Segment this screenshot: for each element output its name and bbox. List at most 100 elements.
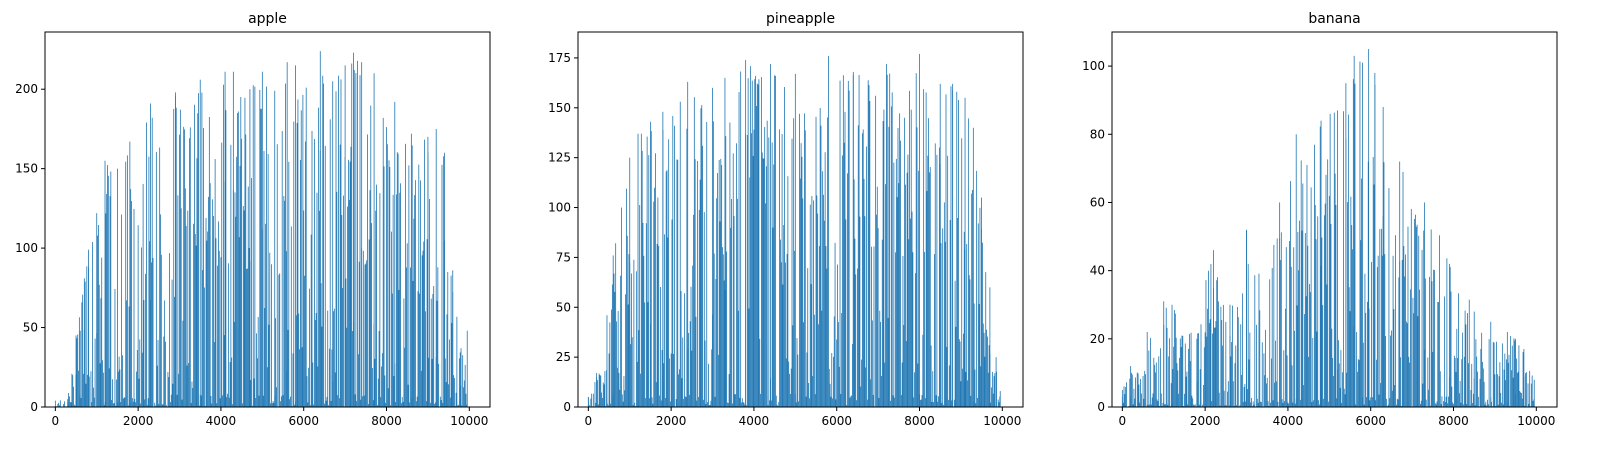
bar bbox=[642, 222, 644, 407]
bar bbox=[146, 122, 147, 407]
bar-peak bbox=[999, 391, 1001, 407]
bar bbox=[1525, 373, 1526, 407]
bar bbox=[1230, 356, 1232, 407]
bar bbox=[680, 291, 682, 407]
bar bbox=[834, 242, 836, 407]
bar bbox=[1518, 345, 1520, 407]
bar-peak bbox=[587, 397, 589, 407]
bar bbox=[652, 403, 654, 407]
bar bbox=[826, 268, 828, 407]
bar bbox=[900, 395, 902, 407]
bar bbox=[403, 298, 405, 407]
bar bbox=[946, 346, 948, 407]
bar bbox=[132, 401, 134, 407]
bar bbox=[1511, 345, 1513, 407]
bar-peak bbox=[604, 371, 606, 407]
bar bbox=[114, 288, 116, 407]
bar bbox=[343, 195, 344, 407]
bar bbox=[1467, 313, 1468, 407]
bar bbox=[141, 352, 143, 407]
bar bbox=[285, 251, 287, 407]
y-tick-label: 0 bbox=[563, 400, 571, 414]
bar bbox=[443, 156, 445, 407]
x-tick-label: 6000 bbox=[288, 414, 319, 428]
bar-peak bbox=[712, 87, 713, 407]
bar bbox=[802, 198, 804, 407]
bar bbox=[957, 218, 958, 407]
bar bbox=[837, 322, 839, 407]
bar-peak bbox=[1213, 250, 1214, 407]
bar bbox=[1479, 378, 1481, 407]
bar bbox=[1283, 350, 1285, 407]
bar bbox=[892, 395, 894, 407]
bar bbox=[732, 403, 733, 407]
bar bbox=[376, 184, 377, 407]
bar bbox=[852, 344, 853, 407]
bar bbox=[338, 75, 339, 407]
bar bbox=[340, 79, 342, 407]
bar bbox=[1501, 343, 1503, 407]
bar bbox=[949, 220, 951, 407]
bar bbox=[1330, 223, 1332, 407]
bar bbox=[1517, 371, 1519, 407]
bar bbox=[716, 198, 718, 407]
bar bbox=[149, 241, 151, 407]
bar bbox=[1140, 378, 1141, 407]
bar-peak bbox=[1533, 379, 1535, 407]
y-tick-label: 125 bbox=[548, 151, 571, 165]
bar bbox=[903, 325, 905, 407]
bar bbox=[57, 404, 59, 407]
bar bbox=[112, 379, 113, 407]
bar bbox=[893, 162, 895, 407]
bar bbox=[609, 322, 611, 407]
bar bbox=[1463, 404, 1464, 407]
bar bbox=[1150, 404, 1152, 407]
bar bbox=[217, 265, 219, 407]
bar-peak bbox=[995, 357, 997, 407]
bar bbox=[215, 238, 217, 407]
bar bbox=[706, 121, 708, 407]
bar bbox=[922, 334, 924, 407]
bar bbox=[306, 376, 308, 407]
bar bbox=[189, 138, 190, 407]
bar bbox=[726, 251, 728, 407]
y-tick-label: 25 bbox=[556, 350, 571, 364]
bar bbox=[1421, 249, 1423, 407]
bar bbox=[123, 397, 125, 407]
bar bbox=[1376, 267, 1378, 407]
bar bbox=[698, 209, 700, 407]
bar bbox=[174, 296, 175, 407]
bar bbox=[413, 218, 415, 407]
bar bbox=[659, 395, 660, 407]
bar-peak bbox=[1229, 304, 1231, 407]
bar bbox=[449, 339, 450, 407]
bar bbox=[381, 366, 382, 407]
bar bbox=[197, 113, 199, 407]
bar bbox=[1268, 405, 1270, 407]
bar bbox=[1376, 359, 1377, 407]
bar bbox=[781, 134, 783, 408]
bar bbox=[1371, 397, 1373, 407]
bar bbox=[621, 394, 623, 407]
bar bbox=[83, 373, 84, 407]
bar bbox=[1304, 314, 1305, 407]
bar bbox=[1521, 393, 1522, 407]
bar bbox=[1510, 336, 1512, 407]
bar bbox=[192, 388, 194, 407]
bar-peak bbox=[939, 83, 941, 408]
bar bbox=[1447, 403, 1449, 407]
bar bbox=[353, 69, 355, 407]
bar bbox=[953, 399, 955, 407]
bar bbox=[818, 324, 819, 407]
bar bbox=[184, 188, 186, 407]
bar bbox=[882, 121, 884, 407]
bar-peak bbox=[1473, 311, 1475, 407]
bar bbox=[1504, 353, 1506, 407]
bar bbox=[250, 380, 252, 407]
bar bbox=[929, 172, 930, 407]
bar bbox=[618, 372, 620, 407]
subplot-banana: 0 2000 4000 6000 8000 10000 0 20 40 60 80 100 banana bbox=[1082, 11, 1558, 428]
bar bbox=[1456, 328, 1458, 407]
bar bbox=[1410, 208, 1412, 407]
bar bbox=[1443, 401, 1444, 407]
